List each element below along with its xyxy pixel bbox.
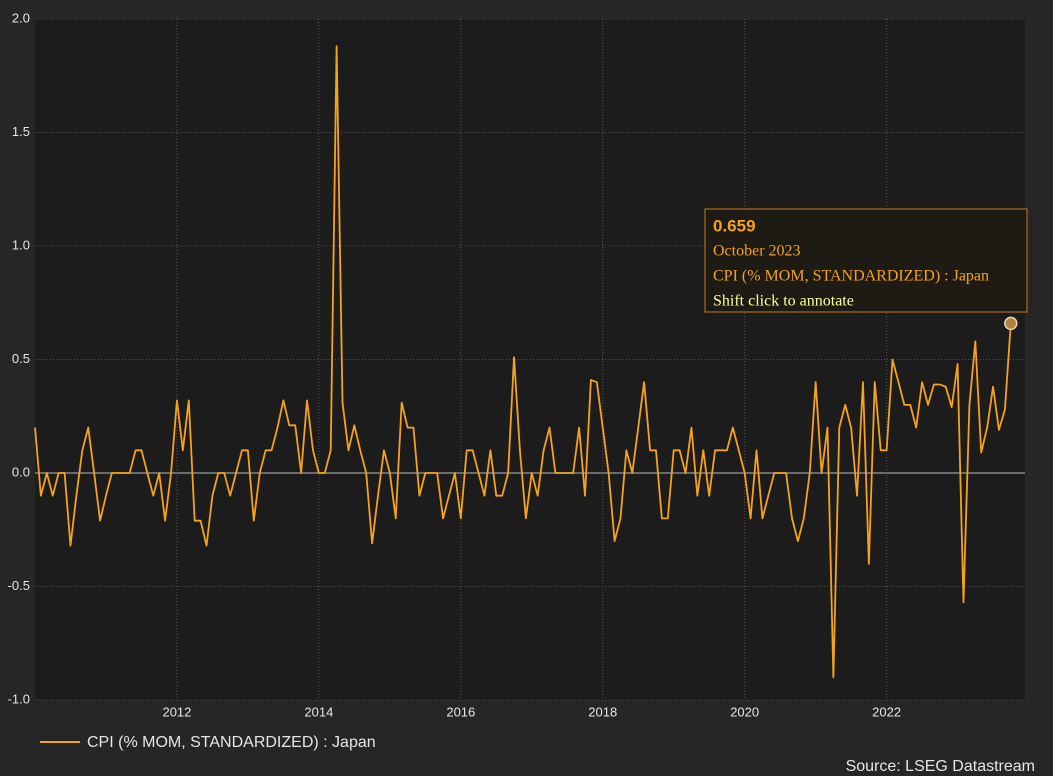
series-line [34, 45, 1012, 679]
plot [34, 45, 1018, 679]
x-tick-label: 2020 [730, 704, 759, 719]
tooltip-box [704, 208, 1028, 313]
legend[interactable]: CPI (% MOM, STANDARDIZED) : Japan [40, 734, 376, 751]
y-tick-label: 1.0 [12, 237, 30, 252]
hover-point [1004, 316, 1018, 331]
x-tick-label: 2018 [588, 704, 617, 719]
legend-label: CPI (% MOM, STANDARDIZED) : Japan [87, 734, 376, 751]
tooltip-series: CPI (% MOM, STANDARDIZED) : Japan [713, 268, 989, 285]
y-tick-label: 0.0 [12, 464, 30, 479]
y-tick-label: 1.5 [12, 124, 30, 139]
y-tick-label: 2.0 [12, 10, 30, 25]
source: Source: LSEG Datastream [846, 758, 1035, 775]
y-tick-label: -0.5 [8, 578, 30, 593]
tooltip-date: October 2023 [713, 243, 801, 260]
tooltip[interactable]: 0.659 October 2023 CPI (% MOM, STANDARDI… [704, 208, 1028, 313]
x-tick-label: 2014 [304, 704, 333, 719]
y-tick-label: -1.0 [8, 691, 30, 706]
tooltip-hint: Shift click to annotate [713, 293, 854, 310]
tooltip-value: 0.659 [713, 216, 756, 235]
y-tick-label: 0.5 [12, 351, 30, 366]
x-tick-label: 2022 [872, 704, 901, 719]
x-tick-label: 2012 [162, 704, 191, 719]
x-tick-label: 2016 [446, 704, 475, 719]
